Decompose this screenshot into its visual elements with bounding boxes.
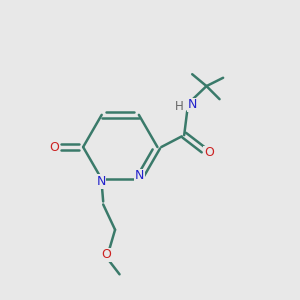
Text: O: O	[101, 248, 111, 262]
Text: N: N	[135, 169, 144, 182]
Text: N: N	[188, 98, 197, 111]
Text: O: O	[204, 146, 214, 160]
Text: O: O	[50, 140, 59, 154]
Text: H: H	[175, 100, 183, 112]
Text: N: N	[96, 175, 106, 188]
